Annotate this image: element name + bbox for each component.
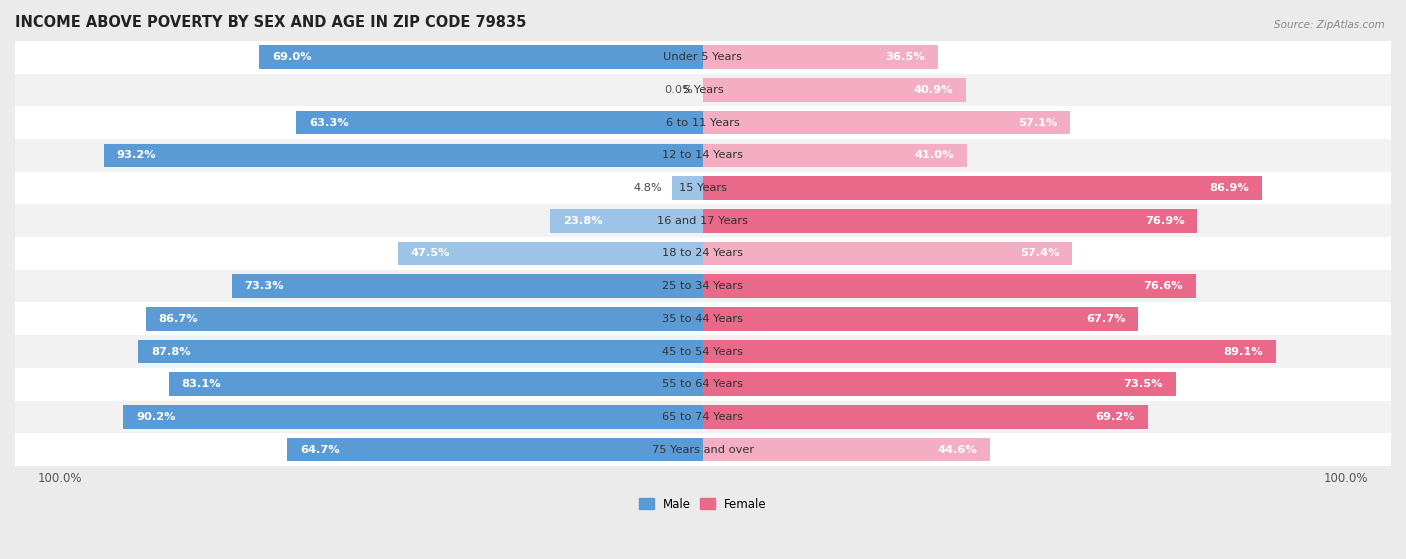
Text: 69.2%: 69.2%: [1095, 412, 1135, 422]
Bar: [15, 139, 1391, 172]
Bar: [15, 41, 1391, 74]
Bar: [138, 340, 703, 363]
Bar: [15, 106, 1391, 139]
Bar: [550, 209, 703, 233]
Text: 86.9%: 86.9%: [1209, 183, 1249, 193]
Bar: [15, 302, 1391, 335]
Bar: [15, 74, 1391, 106]
Bar: [703, 144, 967, 167]
Text: 89.1%: 89.1%: [1223, 347, 1263, 357]
Text: 73.5%: 73.5%: [1123, 379, 1163, 389]
Bar: [703, 340, 1275, 363]
Bar: [703, 405, 1147, 429]
Text: 57.1%: 57.1%: [1018, 117, 1057, 127]
Text: 93.2%: 93.2%: [117, 150, 156, 160]
Text: 4.8%: 4.8%: [634, 183, 662, 193]
Text: 25 to 34 Years: 25 to 34 Years: [662, 281, 744, 291]
Bar: [15, 205, 1391, 237]
Text: 15 Years: 15 Years: [679, 183, 727, 193]
Text: 76.9%: 76.9%: [1144, 216, 1185, 226]
Text: 47.5%: 47.5%: [411, 248, 450, 258]
Text: 55 to 64 Years: 55 to 64 Years: [662, 379, 744, 389]
Text: 16 and 17 Years: 16 and 17 Years: [658, 216, 748, 226]
Bar: [232, 274, 703, 298]
Text: 76.6%: 76.6%: [1143, 281, 1182, 291]
Bar: [703, 78, 966, 102]
Text: Source: ZipAtlas.com: Source: ZipAtlas.com: [1274, 20, 1385, 30]
Bar: [703, 111, 1070, 134]
Bar: [287, 438, 703, 461]
Text: 45 to 54 Years: 45 to 54 Years: [662, 347, 744, 357]
Text: 36.5%: 36.5%: [886, 52, 925, 62]
Bar: [703, 241, 1073, 265]
Bar: [15, 172, 1391, 205]
Text: 64.7%: 64.7%: [299, 444, 339, 454]
Text: INCOME ABOVE POVERTY BY SEX AND AGE IN ZIP CODE 79835: INCOME ABOVE POVERTY BY SEX AND AGE IN Z…: [15, 15, 526, 30]
Text: 90.2%: 90.2%: [136, 412, 176, 422]
Text: 73.3%: 73.3%: [245, 281, 284, 291]
Bar: [259, 45, 703, 69]
Text: 12 to 14 Years: 12 to 14 Years: [662, 150, 744, 160]
Bar: [15, 368, 1391, 401]
Legend: Male, Female: Male, Female: [634, 493, 772, 515]
Text: 75 Years and over: 75 Years and over: [652, 444, 754, 454]
Bar: [122, 405, 703, 429]
Text: 41.0%: 41.0%: [914, 150, 953, 160]
Text: 67.7%: 67.7%: [1085, 314, 1125, 324]
Text: 6 to 11 Years: 6 to 11 Years: [666, 117, 740, 127]
Bar: [703, 209, 1198, 233]
Bar: [146, 307, 703, 330]
Bar: [703, 45, 938, 69]
Text: 57.4%: 57.4%: [1019, 248, 1059, 258]
Bar: [703, 307, 1139, 330]
Bar: [703, 438, 990, 461]
Text: Under 5 Years: Under 5 Years: [664, 52, 742, 62]
Text: 0.0%: 0.0%: [665, 85, 693, 95]
Text: 87.8%: 87.8%: [152, 347, 191, 357]
Bar: [703, 176, 1261, 200]
Bar: [169, 372, 703, 396]
Text: 23.8%: 23.8%: [562, 216, 602, 226]
Text: 63.3%: 63.3%: [309, 117, 349, 127]
Bar: [703, 372, 1175, 396]
Bar: [398, 241, 703, 265]
Text: 65 to 74 Years: 65 to 74 Years: [662, 412, 744, 422]
Bar: [703, 274, 1195, 298]
Text: 40.9%: 40.9%: [914, 85, 953, 95]
Bar: [15, 237, 1391, 270]
Text: 69.0%: 69.0%: [273, 52, 312, 62]
Bar: [297, 111, 703, 134]
Bar: [672, 176, 703, 200]
Text: 83.1%: 83.1%: [181, 379, 221, 389]
Bar: [15, 433, 1391, 466]
Bar: [15, 270, 1391, 302]
Bar: [15, 401, 1391, 433]
Bar: [15, 335, 1391, 368]
Text: 35 to 44 Years: 35 to 44 Years: [662, 314, 744, 324]
Text: 86.7%: 86.7%: [159, 314, 198, 324]
Text: 18 to 24 Years: 18 to 24 Years: [662, 248, 744, 258]
Bar: [104, 144, 703, 167]
Text: 44.6%: 44.6%: [938, 444, 977, 454]
Text: 5 Years: 5 Years: [683, 85, 723, 95]
